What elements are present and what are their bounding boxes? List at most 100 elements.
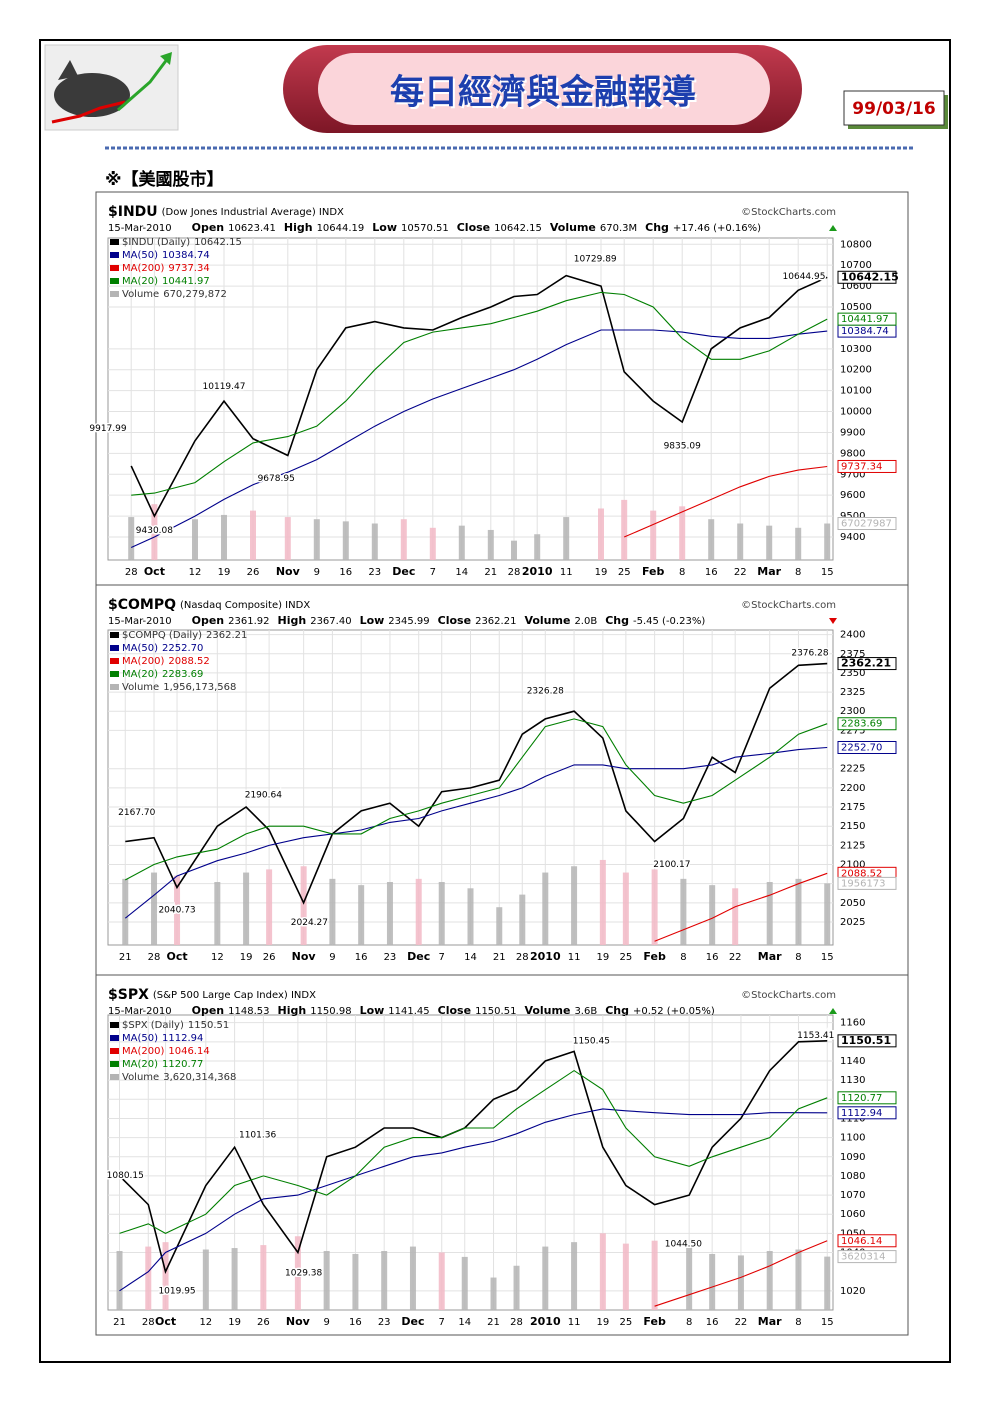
volume-bar — [352, 1253, 359, 1310]
value-box-label: 2283.69 — [841, 719, 882, 730]
y-tick-label: 2150 — [840, 821, 865, 832]
volume-bar — [174, 875, 181, 945]
ma-line — [125, 718, 828, 881]
y-tick-label: 2125 — [840, 840, 865, 851]
y-tick-label: 10500 — [840, 302, 872, 313]
x-tick-label: 8 — [686, 1317, 692, 1328]
x-tick-label: 16 — [705, 567, 718, 578]
y-tick-label: 1140 — [840, 1056, 865, 1067]
legend-name: Volume — [122, 682, 159, 693]
value-box — [837, 1034, 897, 1048]
legend-swatch — [110, 1022, 119, 1028]
volume-bar — [651, 869, 658, 945]
x-tick-label: Oct — [144, 565, 165, 578]
value-box — [837, 717, 897, 731]
value-box-label: 10642.15 — [841, 270, 899, 283]
legend-swatch — [110, 252, 119, 258]
volume-bar — [250, 510, 256, 560]
value-box-label: 2252.70 — [841, 742, 882, 753]
legend-swatch — [110, 684, 119, 690]
quote-label: Close — [438, 614, 471, 627]
quote-label: Close — [457, 221, 490, 234]
value-box — [837, 876, 897, 890]
value-box-label: 2088.52 — [841, 868, 882, 879]
volume-bar — [266, 869, 273, 945]
x-tick-label: 11 — [568, 1317, 581, 1328]
y-tick-label: 10600 — [840, 281, 872, 292]
plot-area — [107, 237, 834, 561]
y-tick-label: 2400 — [840, 630, 865, 641]
quote-value: 3.6B — [574, 1006, 597, 1017]
volume-bar — [766, 1251, 773, 1310]
value-box — [837, 1106, 897, 1120]
annotation: 9835.09 — [664, 442, 701, 452]
volume-bar — [438, 882, 445, 945]
x-tick-label: 8 — [680, 952, 686, 963]
value-box — [837, 1091, 897, 1105]
x-tick-label: Nov — [292, 950, 317, 963]
quote-label: Chg — [645, 221, 669, 234]
x-tick-label: 7 — [439, 1317, 445, 1328]
legend-entry: MA(200) 1046.14 — [122, 1046, 210, 1057]
legend-value: 10642.15 — [194, 237, 242, 248]
volume-bar — [214, 882, 221, 945]
x-tick-label: Feb — [643, 1315, 666, 1328]
y-tick-label: 9600 — [840, 490, 865, 501]
x-tick-label: 15 — [821, 952, 834, 963]
legend-entry: Volume 1,956,173,568 — [122, 682, 236, 693]
x-tick-label: 28 — [142, 1317, 155, 1328]
legend-swatch — [110, 645, 119, 651]
annotation: 10644.95 — [783, 272, 826, 282]
volume-bar — [221, 514, 227, 560]
title-shadow: 每日經濟與金融報導 — [392, 75, 698, 115]
x-tick-label: 19 — [596, 952, 609, 963]
chart-header: $COMPQ (Nasdaq Composite) INDX — [108, 597, 310, 613]
legend-name: MA(200) — [122, 263, 164, 274]
x-tick-label: Mar — [758, 950, 782, 963]
volume-bar — [323, 1251, 330, 1310]
x-tick-label: Nov — [276, 565, 301, 578]
legend-entry: $INDU (Daily) 10642.15 — [122, 237, 242, 248]
quote-label: High — [278, 1004, 307, 1017]
x-tick-label: Nov — [286, 1315, 311, 1328]
quote-value: 10570.51 — [401, 223, 449, 234]
plot-area — [107, 1014, 834, 1311]
quote-label: Open — [192, 614, 225, 627]
volume-bar — [151, 872, 158, 945]
x-tick-label: 21 — [487, 1317, 500, 1328]
y-tick-label: 9500 — [840, 511, 865, 522]
value-box-label: 1150.51 — [841, 1034, 891, 1047]
legend-entry: MA(200) 2088.52 — [122, 656, 210, 667]
legend-entry: MA(200) 9737.34 — [122, 263, 210, 274]
legend-swatch — [110, 265, 119, 271]
y-tick-label: 2225 — [840, 764, 865, 775]
annotation: 1150.45 — [573, 1036, 610, 1046]
ma-line — [654, 1240, 828, 1307]
legend-entry: MA(20) 1120.77 — [122, 1059, 203, 1070]
volume-bar — [162, 1242, 169, 1310]
value-box-label: 1120.77 — [841, 1093, 882, 1104]
value-box — [837, 740, 897, 754]
legend-name: Volume — [122, 289, 159, 300]
chart-header: $SPX (S&P 500 Large Cap Index) INDX — [108, 987, 316, 1003]
value-box — [837, 459, 897, 473]
x-tick-label: 16 — [349, 1317, 362, 1328]
quote-value: 2.0B — [574, 616, 597, 627]
volume-bar — [458, 525, 465, 560]
x-tick-label: 8 — [795, 1317, 801, 1328]
volume-bar — [342, 521, 349, 560]
volume-bar — [709, 1253, 716, 1310]
x-tick-label: 28 — [508, 567, 521, 578]
description: (Dow Jones Industrial Average) INDX — [162, 207, 344, 218]
y-tick-label: 2300 — [840, 706, 865, 717]
x-tick-label: 26 — [263, 952, 276, 963]
legend-name: MA(200) — [122, 656, 164, 667]
volume-bar — [429, 527, 436, 560]
x-tick-label: Mar — [757, 565, 781, 578]
legend-value: 10441.97 — [162, 276, 210, 287]
x-tick-label: Oct — [155, 1315, 176, 1328]
x-tick-label: 16 — [706, 1317, 719, 1328]
x-tick-label: 19 — [228, 1317, 241, 1328]
legend-name: Volume — [122, 1072, 159, 1083]
value-box — [837, 1250, 897, 1264]
